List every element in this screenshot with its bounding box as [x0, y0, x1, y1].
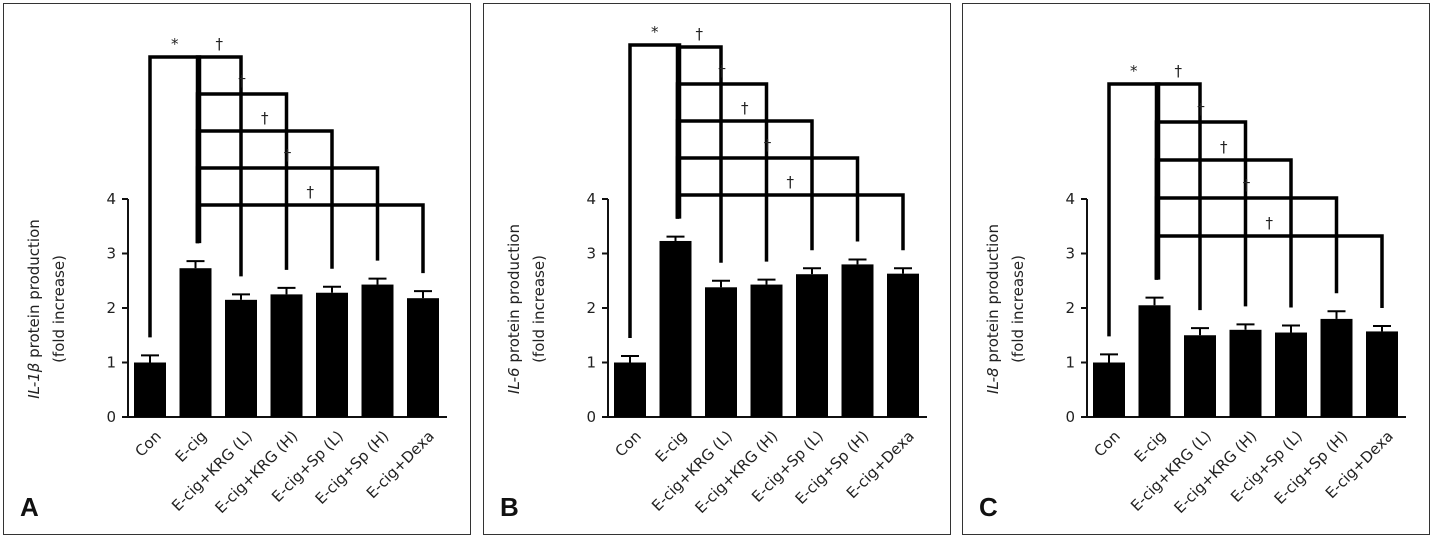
- y-axis-label-line2: (fold increase): [530, 255, 548, 363]
- significance-mark: †: [1266, 214, 1274, 232]
- y-axis-label-gene: IL-8: [984, 367, 1002, 394]
- significance-mark: †: [741, 99, 749, 117]
- y-tick-label: 3: [1065, 245, 1075, 263]
- y-tick-label: 4: [586, 190, 596, 208]
- bar: [1093, 362, 1125, 417]
- bar: [316, 292, 348, 417]
- bar: [361, 284, 394, 417]
- y-axis-label-text: protein production: [505, 224, 523, 367]
- significance-bracket: [1154, 158, 1293, 308]
- bar: [1275, 332, 1307, 417]
- bar: [614, 362, 646, 417]
- bar: [407, 298, 439, 417]
- panel-label: B: [500, 492, 519, 522]
- significance-mark: †: [787, 173, 795, 191]
- x-tick-label: E-cig+KRG (L): [648, 427, 736, 515]
- panel-label: C: [979, 492, 998, 522]
- y-tick-label: 3: [586, 245, 596, 263]
- significance-mark: †: [1197, 100, 1205, 118]
- significance-bracket: [675, 193, 905, 251]
- y-tick-label: 4: [1065, 190, 1075, 208]
- significance-mark: †: [216, 35, 224, 53]
- chart-b: 0 1 2 3 4 IL-6 protein production (fold increa…: [505, 23, 927, 517]
- y-tick-label: 0: [106, 408, 116, 426]
- bar: [1138, 305, 1171, 417]
- bar: [1320, 318, 1353, 417]
- bar: [225, 299, 257, 417]
- significance-bracket: [628, 43, 682, 338]
- y-tick-label: 0: [586, 408, 596, 426]
- significance-mark: †: [238, 72, 246, 90]
- bar: [134, 362, 166, 417]
- y-axis-label: IL-6 protein production: [505, 224, 523, 394]
- bar: [750, 284, 783, 417]
- y-tick-label: 1: [1065, 354, 1075, 372]
- significance-mark: †: [1175, 62, 1183, 80]
- bar: [796, 274, 828, 417]
- significance-mark: †: [764, 136, 772, 154]
- bar: [270, 294, 303, 417]
- significance-bracket: [148, 55, 202, 338]
- bar: [1366, 331, 1398, 417]
- y-axis-label-gene: IL-1β: [25, 362, 43, 399]
- chart-a: 0 1 2 3 4 IL-1β protein production (fold incre…: [25, 35, 447, 517]
- bar: [841, 264, 874, 417]
- bar: [1229, 329, 1262, 417]
- y-axis-label-gene: IL-6: [505, 367, 523, 394]
- x-tick-label: E-cig+KRG (L): [1127, 427, 1215, 515]
- bar: [179, 268, 212, 417]
- significance-mark: †: [307, 183, 315, 201]
- x-tick-label: Con: [1090, 427, 1123, 460]
- y-axis-label-line2: (fold increase): [1009, 255, 1027, 363]
- x-tick-label: E-cig: [652, 427, 691, 466]
- bar: [1184, 335, 1216, 417]
- significance-mark: †: [696, 25, 704, 43]
- y-tick-label: 3: [106, 245, 116, 263]
- x-tick-label: E-cig: [1131, 427, 1170, 466]
- x-tick-label: Con: [131, 427, 164, 460]
- y-tick-label: 2: [106, 299, 116, 317]
- significance-bracket: [1154, 234, 1384, 308]
- y-tick-label: 0: [1065, 408, 1075, 426]
- y-axis-label-text: protein production: [984, 224, 1002, 367]
- significance-mark: †: [1220, 138, 1228, 156]
- x-tick-label: E-cig+KRG (L): [168, 427, 256, 515]
- bar: [887, 273, 919, 417]
- significance-mark: *: [651, 23, 659, 41]
- y-axis-label: IL-8 protein production: [984, 224, 1002, 394]
- bar: [659, 240, 692, 417]
- y-axis-label-text: protein production: [25, 219, 43, 362]
- significance-bracket: [1107, 82, 1161, 337]
- bar: [705, 287, 737, 417]
- panel-c: 0 1 2 3 4 IL-8 protein production (fold increa…: [962, 3, 1430, 535]
- y-axis-label: IL-1β protein production: [25, 219, 43, 399]
- y-tick-label: 1: [586, 354, 596, 372]
- y-tick-label: 1: [106, 354, 116, 372]
- significance-mark: *: [1130, 62, 1138, 80]
- y-tick-label: 2: [586, 299, 596, 317]
- y-tick-label: 4: [106, 190, 116, 208]
- chart-c: 0 1 2 3 4 IL-8 protein production (fold increa…: [984, 62, 1406, 517]
- significance-mark: †: [718, 62, 726, 80]
- significance-mark: *: [171, 35, 179, 53]
- panel-label: A: [20, 492, 39, 522]
- significance-mark: †: [261, 109, 269, 127]
- significance-bracket: [675, 45, 723, 263]
- x-tick-label: E-cig: [172, 427, 211, 466]
- significance-bracket: [195, 203, 425, 274]
- significance-mark: †: [1243, 176, 1251, 194]
- y-axis-label-line2: (fold increase): [50, 255, 68, 363]
- panel-b: 0 1 2 3 4 IL-6 protein production (fold increa…: [483, 3, 951, 535]
- x-tick-label: Con: [611, 427, 644, 460]
- y-tick-label: 2: [1065, 299, 1075, 317]
- significance-mark: †: [284, 146, 292, 164]
- panel-a: 0 1 2 3 4 IL-1β protein production (fold incre…: [3, 3, 471, 535]
- significance-bracket: [675, 156, 860, 242]
